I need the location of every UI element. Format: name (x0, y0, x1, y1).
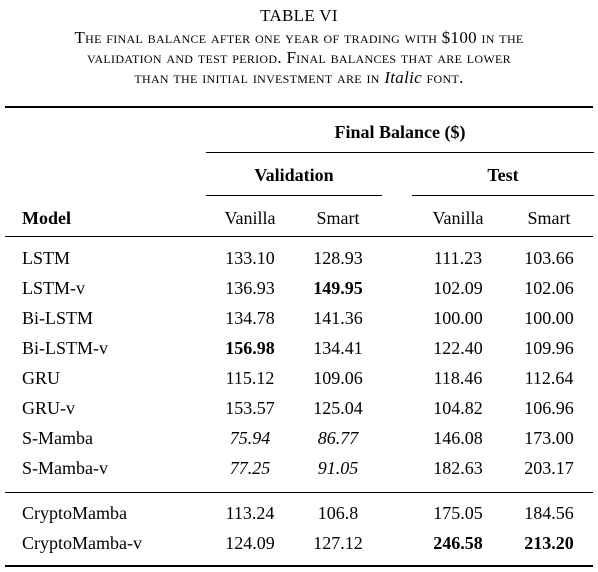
table-cell-val-smart: 141.36 (313, 308, 363, 328)
test-header-rule (412, 195, 594, 196)
validation-header-rule (206, 195, 382, 196)
table-title: TABLE VI (260, 6, 338, 25)
table-cell-val-smart-loss: 86.77 (317, 428, 359, 448)
table-cell-test-vanilla: 122.40 (433, 338, 483, 358)
group-header-rule (206, 152, 594, 153)
table-cell-test-vanilla: 175.05 (433, 503, 483, 523)
caption-line-3-pre: than the initial investment are in (134, 68, 385, 87)
table-row-model: Bi-LSTM-v (22, 338, 109, 358)
table-cell-val-vanilla-best: 156.98 (225, 338, 275, 358)
table-row-model: CryptoMamba (22, 503, 127, 523)
table-row-model: S-Mamba-v (22, 458, 108, 478)
group-header-final-balance: Final Balance ($) (334, 122, 466, 142)
table-cell-val-vanilla: 133.10 (225, 248, 275, 268)
table-cell-test-vanilla: 146.08 (433, 428, 483, 448)
caption-line-3: than the initial investment are in Itali… (0, 68, 598, 88)
table-row-model: Bi-LSTM (22, 308, 94, 328)
subgroup-header-validation: Validation (254, 165, 334, 185)
column-header-test-smart: Smart (527, 208, 571, 228)
table-cell-test-smart: 106.96 (524, 398, 574, 418)
table-row-model: LSTM-v (22, 278, 85, 298)
caption-line-1: The final balance after one year of trad… (74, 28, 524, 47)
table-cell-test-smart: 102.06 (524, 278, 574, 298)
table-cell-test-vanilla: 104.82 (433, 398, 483, 418)
table-row-model: GRU (22, 368, 61, 388)
table-cell-val-vanilla: 113.24 (225, 503, 275, 523)
top-rule (5, 106, 593, 108)
table-cell-test-smart: 184.56 (524, 503, 574, 523)
caption-line-2: validation and test period. Final balanc… (87, 48, 511, 67)
table-row-model: GRU-v (22, 398, 75, 418)
table-cell-test-vanilla: 102.09 (433, 278, 483, 298)
table-row-model: CryptoMamba-v (22, 533, 142, 553)
table-cell-test-smart: 203.17 (524, 458, 574, 478)
column-header-val-smart: Smart (316, 208, 360, 228)
table-cell-val-vanilla: 134.78 (225, 308, 275, 328)
subgroup-header-test: Test (487, 165, 519, 185)
table-cell-test-smart: 112.64 (524, 368, 574, 388)
column-header-model: Model (22, 208, 71, 228)
table-row-model: LSTM (22, 248, 71, 268)
column-header-val-vanilla: Vanilla (224, 208, 276, 228)
table-cell-val-vanilla-loss: 75.94 (229, 428, 271, 448)
column-header-test-vanilla: Vanilla (432, 208, 484, 228)
table-cell-val-smart: 125.04 (313, 398, 363, 418)
table-cell-test-vanilla-best: 246.58 (433, 533, 483, 553)
table-cell-test-smart: 173.00 (524, 428, 574, 448)
table-cell-test-smart: 103.66 (524, 248, 574, 268)
group-separator-rule (5, 492, 593, 493)
table-cell-val-vanilla: 115.12 (225, 368, 275, 388)
table-cell-val-smart: 128.93 (313, 248, 363, 268)
bottom-rule (5, 565, 593, 567)
caption-line-3-post: font. (422, 68, 464, 87)
table-cell-val-smart: 127.12 (313, 533, 363, 553)
table-row-model: S-Mamba (22, 428, 93, 448)
table-cell-test-vanilla: 100.00 (433, 308, 483, 328)
table-cell-test-smart: 100.00 (524, 308, 574, 328)
table-cell-val-smart: 109.06 (313, 368, 363, 388)
table-cell-val-smart: 106.8 (317, 503, 359, 523)
table-cell-test-vanilla: 111.23 (433, 248, 483, 268)
table-cell-val-smart-best: 149.95 (313, 278, 363, 298)
table-cell-test-smart-best: 213.20 (524, 533, 574, 553)
header-bottom-rule (5, 236, 593, 237)
table-cell-val-smart: 134.41 (313, 338, 363, 358)
table-cell-val-smart-loss: 91.05 (317, 458, 359, 478)
table-cell-val-vanilla-loss: 77.25 (229, 458, 271, 478)
table-cell-test-vanilla: 182.63 (433, 458, 483, 478)
table-cell-test-vanilla: 118.46 (433, 368, 483, 388)
caption-line-3-italic: Italic (384, 68, 422, 87)
table-cell-val-vanilla: 136.93 (225, 278, 275, 298)
table-cell-test-smart: 109.96 (524, 338, 574, 358)
table-cell-val-vanilla: 153.57 (225, 398, 275, 418)
table-cell-val-vanilla: 124.09 (225, 533, 275, 553)
